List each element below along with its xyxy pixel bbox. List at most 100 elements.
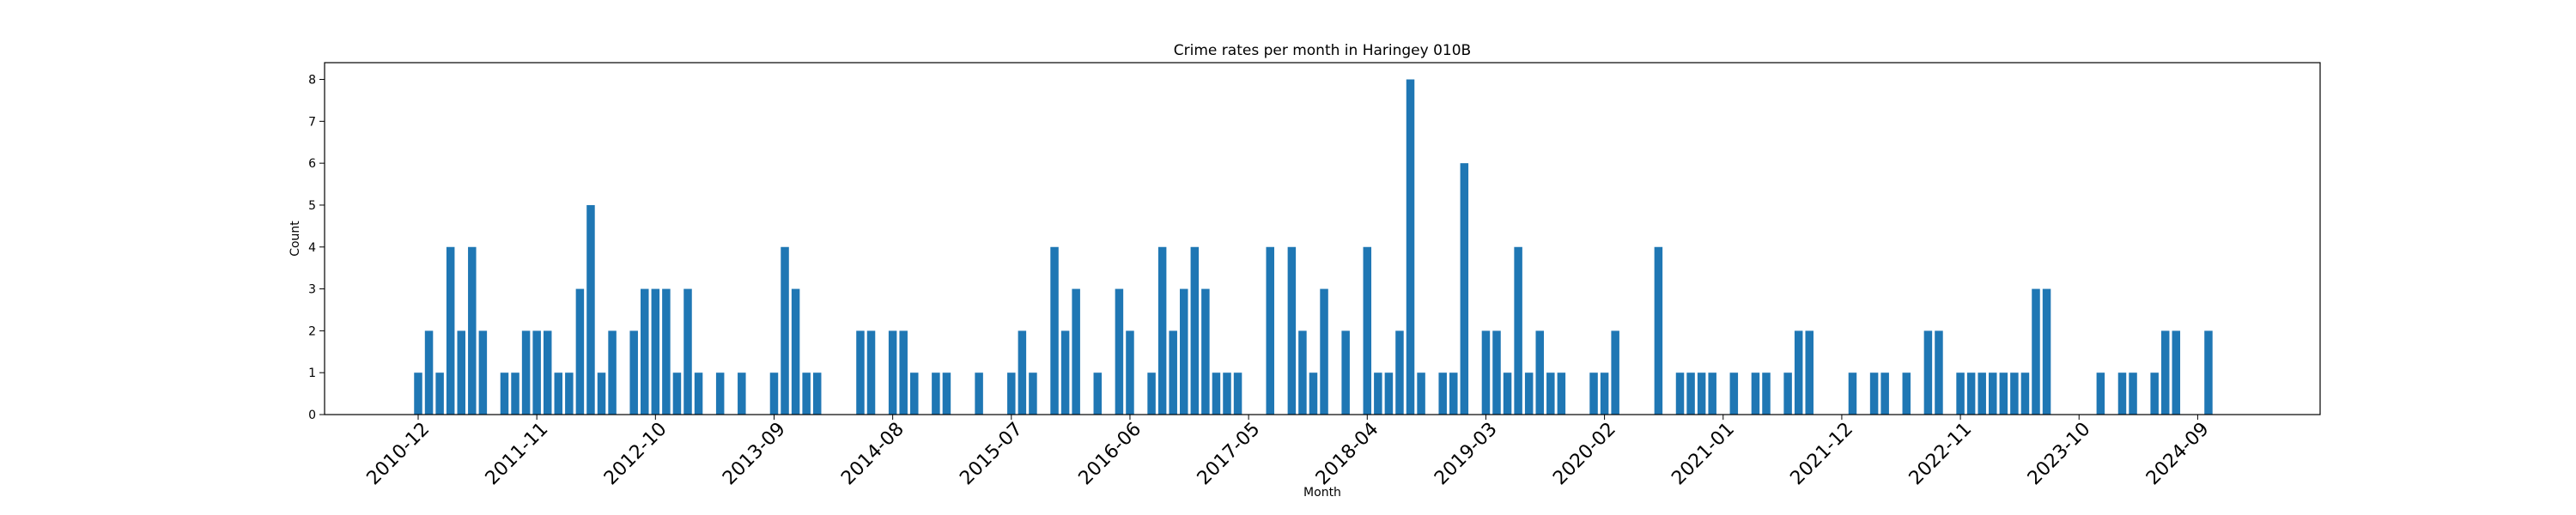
bar-2022-08 xyxy=(1923,330,1933,415)
bars-group xyxy=(414,79,2213,415)
x-tick-label: 2021-01 xyxy=(1668,419,1739,490)
y-tick-label: 1 xyxy=(308,367,316,380)
bar-2011-11 xyxy=(532,330,541,415)
bar-2019-10 xyxy=(1557,373,1566,415)
bar-2023-04 xyxy=(2010,373,2019,415)
bar-2011-02 xyxy=(435,373,444,415)
bar-2015-11 xyxy=(1050,246,1059,415)
bar-2024-10 xyxy=(2204,330,2213,415)
bar-2014-09 xyxy=(899,330,908,415)
bar-2023-03 xyxy=(1999,373,2008,415)
bar-2013-10 xyxy=(781,246,789,415)
x-tick-label: 2013-09 xyxy=(719,419,790,490)
bar-2021-09 xyxy=(1805,330,1814,415)
bar-2013-01 xyxy=(683,288,692,415)
bar-2024-06 xyxy=(2160,330,2170,415)
bar-2015-09 xyxy=(1029,373,1037,415)
bar-2024-03 xyxy=(2129,373,2137,415)
bar-2011-05 xyxy=(468,246,477,415)
bar-2019-01 xyxy=(1460,163,1469,415)
bar-2014-12 xyxy=(932,373,940,415)
x-tick-label: 2024-09 xyxy=(2142,419,2214,490)
x-tick-label: 2019-03 xyxy=(1431,419,1502,490)
bar-2015-07 xyxy=(1007,373,1016,415)
bar-2022-03 xyxy=(1869,373,1879,415)
bar-2022-04 xyxy=(1880,373,1889,415)
bar-2016-03 xyxy=(1093,373,1103,415)
bar-2013-02 xyxy=(694,373,703,415)
y-tick-label: 5 xyxy=(308,199,316,213)
bar-2018-07 xyxy=(1395,330,1404,415)
bar-2016-09 xyxy=(1157,246,1167,415)
bar-2011-06 xyxy=(478,330,488,415)
bar-2012-10 xyxy=(651,288,660,415)
bar-2017-11 xyxy=(1309,373,1318,415)
x-tick-label: 2021-12 xyxy=(1786,419,1857,490)
y-axis-title: Count xyxy=(289,221,302,257)
bar-2017-10 xyxy=(1298,330,1307,415)
bar-2017-09 xyxy=(1287,246,1297,415)
bar-2018-08 xyxy=(1406,79,1415,415)
y-tick-label: 7 xyxy=(308,115,316,129)
bar-2016-06 xyxy=(1126,330,1134,415)
bar-2020-10 xyxy=(1686,373,1695,415)
bar-2017-01 xyxy=(1201,288,1210,415)
bar-2024-05 xyxy=(2150,373,2159,415)
bar-2017-04 xyxy=(1233,373,1242,415)
bar-2021-08 xyxy=(1794,330,1803,415)
bar-2012-02 xyxy=(565,373,574,415)
bar-2023-06 xyxy=(2032,288,2040,415)
bar-2018-05 xyxy=(1374,373,1382,415)
bar-2012-04 xyxy=(586,204,595,415)
bar-2020-01 xyxy=(1589,373,1598,415)
bar-2023-12 xyxy=(2096,373,2105,415)
x-tick-label: 2020-02 xyxy=(1549,419,1620,490)
bar-2021-07 xyxy=(1783,373,1792,415)
bar-2019-05 xyxy=(1503,373,1512,415)
bar-2016-12 xyxy=(1190,246,1200,415)
bar-2015-04 xyxy=(975,373,983,415)
bar-2011-04 xyxy=(457,330,465,415)
bar-2013-12 xyxy=(802,373,811,415)
y-axis: 0 1 2 3 4 5 6 7 8 xyxy=(308,74,325,422)
bar-2022-01 xyxy=(1848,373,1857,415)
bar-2012-09 xyxy=(641,288,649,415)
bar-2012-01 xyxy=(554,373,563,415)
x-tick-label: 2017-05 xyxy=(1194,419,1265,490)
y-tick-label: 4 xyxy=(308,241,316,255)
bar-2019-07 xyxy=(1524,373,1534,415)
x-tick-label: 2016-06 xyxy=(1075,419,1146,490)
bar-2014-10 xyxy=(910,373,919,415)
bar-2018-06 xyxy=(1384,373,1394,415)
bar-2013-11 xyxy=(791,288,800,415)
bar-2018-09 xyxy=(1417,373,1425,415)
bar-2017-02 xyxy=(1212,373,1221,415)
bar-2021-04 xyxy=(1751,373,1760,415)
bar-2023-05 xyxy=(2020,373,2030,415)
bar-2022-12 xyxy=(1966,373,1976,415)
bar-2020-03 xyxy=(1611,330,1619,415)
bar-2019-06 xyxy=(1514,246,1522,415)
bar-2020-12 xyxy=(1708,373,1716,415)
x-tick-label: 2023-10 xyxy=(2024,419,2095,490)
bar-2018-04 xyxy=(1363,246,1372,415)
bar-2024-07 xyxy=(2172,330,2181,415)
bar-2017-12 xyxy=(1320,288,1328,415)
bar-2011-03 xyxy=(446,246,455,415)
bar-2018-12 xyxy=(1449,373,1458,415)
bar-2013-09 xyxy=(769,373,779,415)
x-tick-label: 2015-07 xyxy=(956,419,1027,490)
bar-2016-05 xyxy=(1115,288,1124,415)
bar-2016-08 xyxy=(1147,373,1156,415)
bar-2013-06 xyxy=(738,373,746,415)
bar-2016-11 xyxy=(1180,288,1188,415)
bar-2017-03 xyxy=(1223,373,1231,415)
plot-frame xyxy=(324,62,2321,415)
bar-2017-07 xyxy=(1266,246,1274,415)
y-tick-label: 8 xyxy=(308,74,316,88)
x-tick-label: 2014-08 xyxy=(837,419,908,490)
bar-2013-04 xyxy=(715,373,725,415)
bar-2012-06 xyxy=(608,330,617,415)
bar-2019-03 xyxy=(1481,330,1491,415)
